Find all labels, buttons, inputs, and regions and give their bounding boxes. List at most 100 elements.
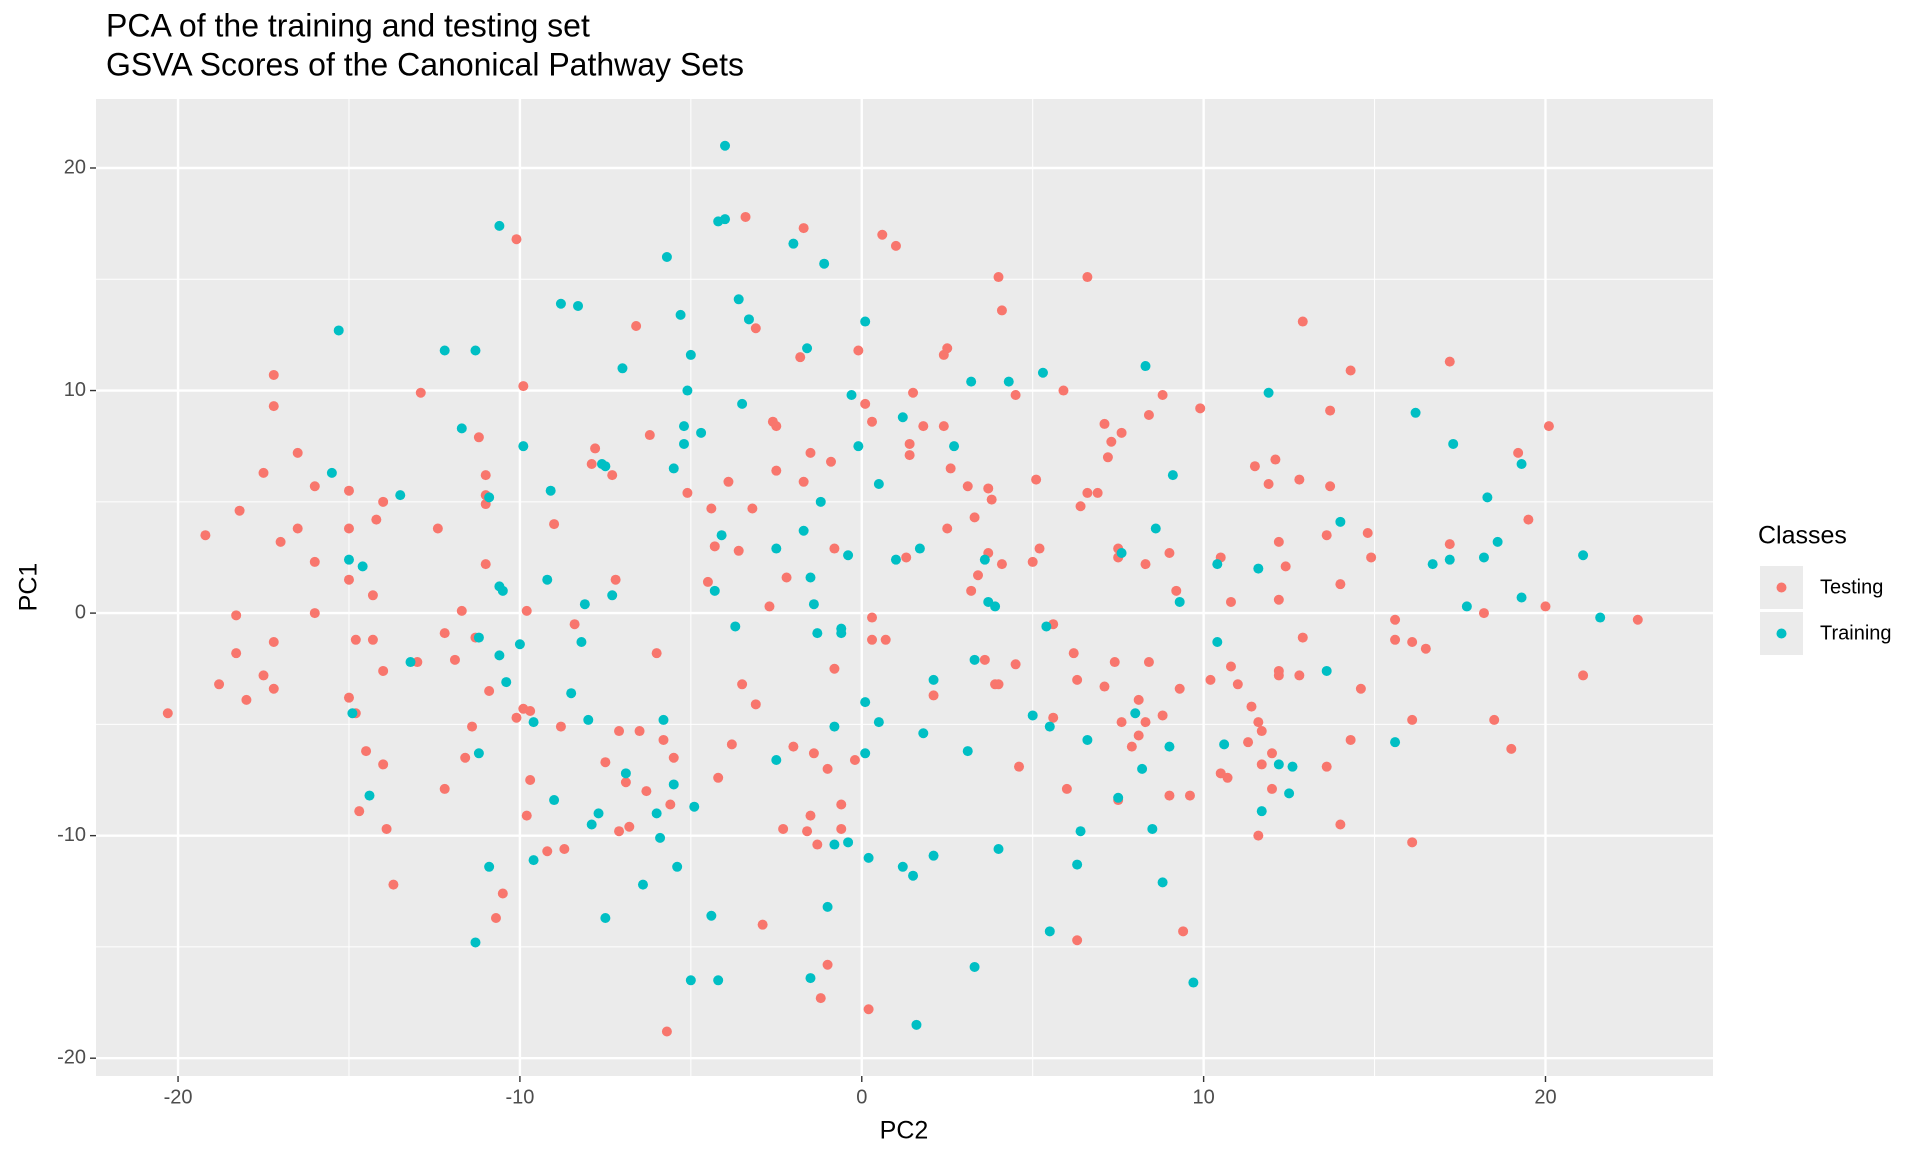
point: [990, 601, 1001, 612]
point: [268, 683, 279, 694]
point: [634, 726, 645, 737]
point: [573, 300, 584, 311]
point: [1061, 783, 1072, 794]
point: [1444, 554, 1455, 565]
legend-label: Testing: [1820, 576, 1883, 598]
legend-marker: [1776, 628, 1787, 639]
point: [1167, 470, 1178, 481]
point: [1390, 634, 1401, 645]
point: [1222, 772, 1233, 783]
point: [897, 861, 908, 872]
point: [473, 632, 484, 643]
point: [661, 252, 672, 263]
point: [1150, 523, 1161, 534]
point: [364, 790, 375, 801]
point: [750, 699, 761, 710]
point: [716, 530, 727, 541]
point: [836, 799, 847, 810]
point: [822, 763, 833, 774]
point: [525, 706, 536, 717]
point: [484, 492, 495, 503]
point: [1164, 741, 1175, 752]
point: [655, 832, 666, 843]
point: [501, 677, 512, 688]
point: [494, 220, 505, 231]
point: [1130, 708, 1141, 719]
point: [829, 663, 840, 674]
y-tick-label: -20: [57, 1046, 86, 1068]
point: [805, 973, 816, 984]
point: [788, 238, 799, 249]
point: [439, 783, 450, 794]
point: [723, 476, 734, 487]
point: [1140, 717, 1151, 728]
point: [668, 752, 679, 763]
point: [614, 726, 625, 737]
point: [381, 823, 392, 834]
point: [651, 808, 662, 819]
point: [1027, 710, 1038, 721]
point: [904, 438, 915, 449]
point: [347, 708, 358, 719]
point: [740, 211, 751, 222]
point: [802, 343, 813, 354]
point: [258, 670, 269, 681]
point: [511, 234, 522, 245]
point: [525, 775, 536, 786]
point: [880, 634, 891, 645]
x-tick-label: -10: [505, 1086, 534, 1108]
point: [600, 461, 611, 472]
point: [1113, 792, 1124, 803]
point: [1253, 830, 1264, 841]
point: [456, 423, 467, 434]
point: [873, 717, 884, 728]
point: [234, 505, 245, 516]
point: [326, 467, 337, 478]
panel: [96, 99, 1713, 1076]
point: [1003, 376, 1014, 387]
point: [367, 634, 378, 645]
point: [737, 398, 748, 409]
point: [528, 717, 539, 728]
point: [1174, 683, 1185, 694]
point: [949, 441, 960, 452]
legend-label: Training: [1820, 622, 1892, 644]
point: [1126, 741, 1137, 752]
point: [829, 543, 840, 554]
point: [1287, 761, 1298, 772]
point: [542, 574, 553, 585]
point: [162, 708, 173, 719]
point: [610, 574, 621, 585]
point: [545, 485, 556, 496]
point: [682, 487, 693, 498]
point: [737, 679, 748, 690]
point: [1099, 681, 1110, 692]
point: [514, 639, 525, 650]
point: [275, 536, 286, 547]
point: [1147, 823, 1158, 834]
point: [1246, 701, 1257, 712]
point: [743, 314, 754, 325]
point: [808, 599, 819, 610]
point: [1578, 670, 1589, 681]
point: [1297, 316, 1308, 327]
point: [1256, 759, 1267, 770]
y-tick-label: 0: [75, 601, 86, 623]
point: [867, 612, 878, 623]
point: [395, 490, 406, 501]
point: [1513, 447, 1524, 458]
point: [1267, 783, 1277, 794]
point: [439, 628, 450, 639]
point: [788, 741, 799, 752]
point: [1267, 748, 1277, 759]
point: [343, 574, 354, 585]
point: [808, 748, 819, 759]
point: [1273, 670, 1284, 681]
point: [555, 298, 566, 309]
point: [200, 530, 211, 541]
point: [1157, 710, 1168, 721]
point: [1184, 790, 1195, 801]
point: [853, 345, 864, 356]
point: [908, 870, 919, 881]
